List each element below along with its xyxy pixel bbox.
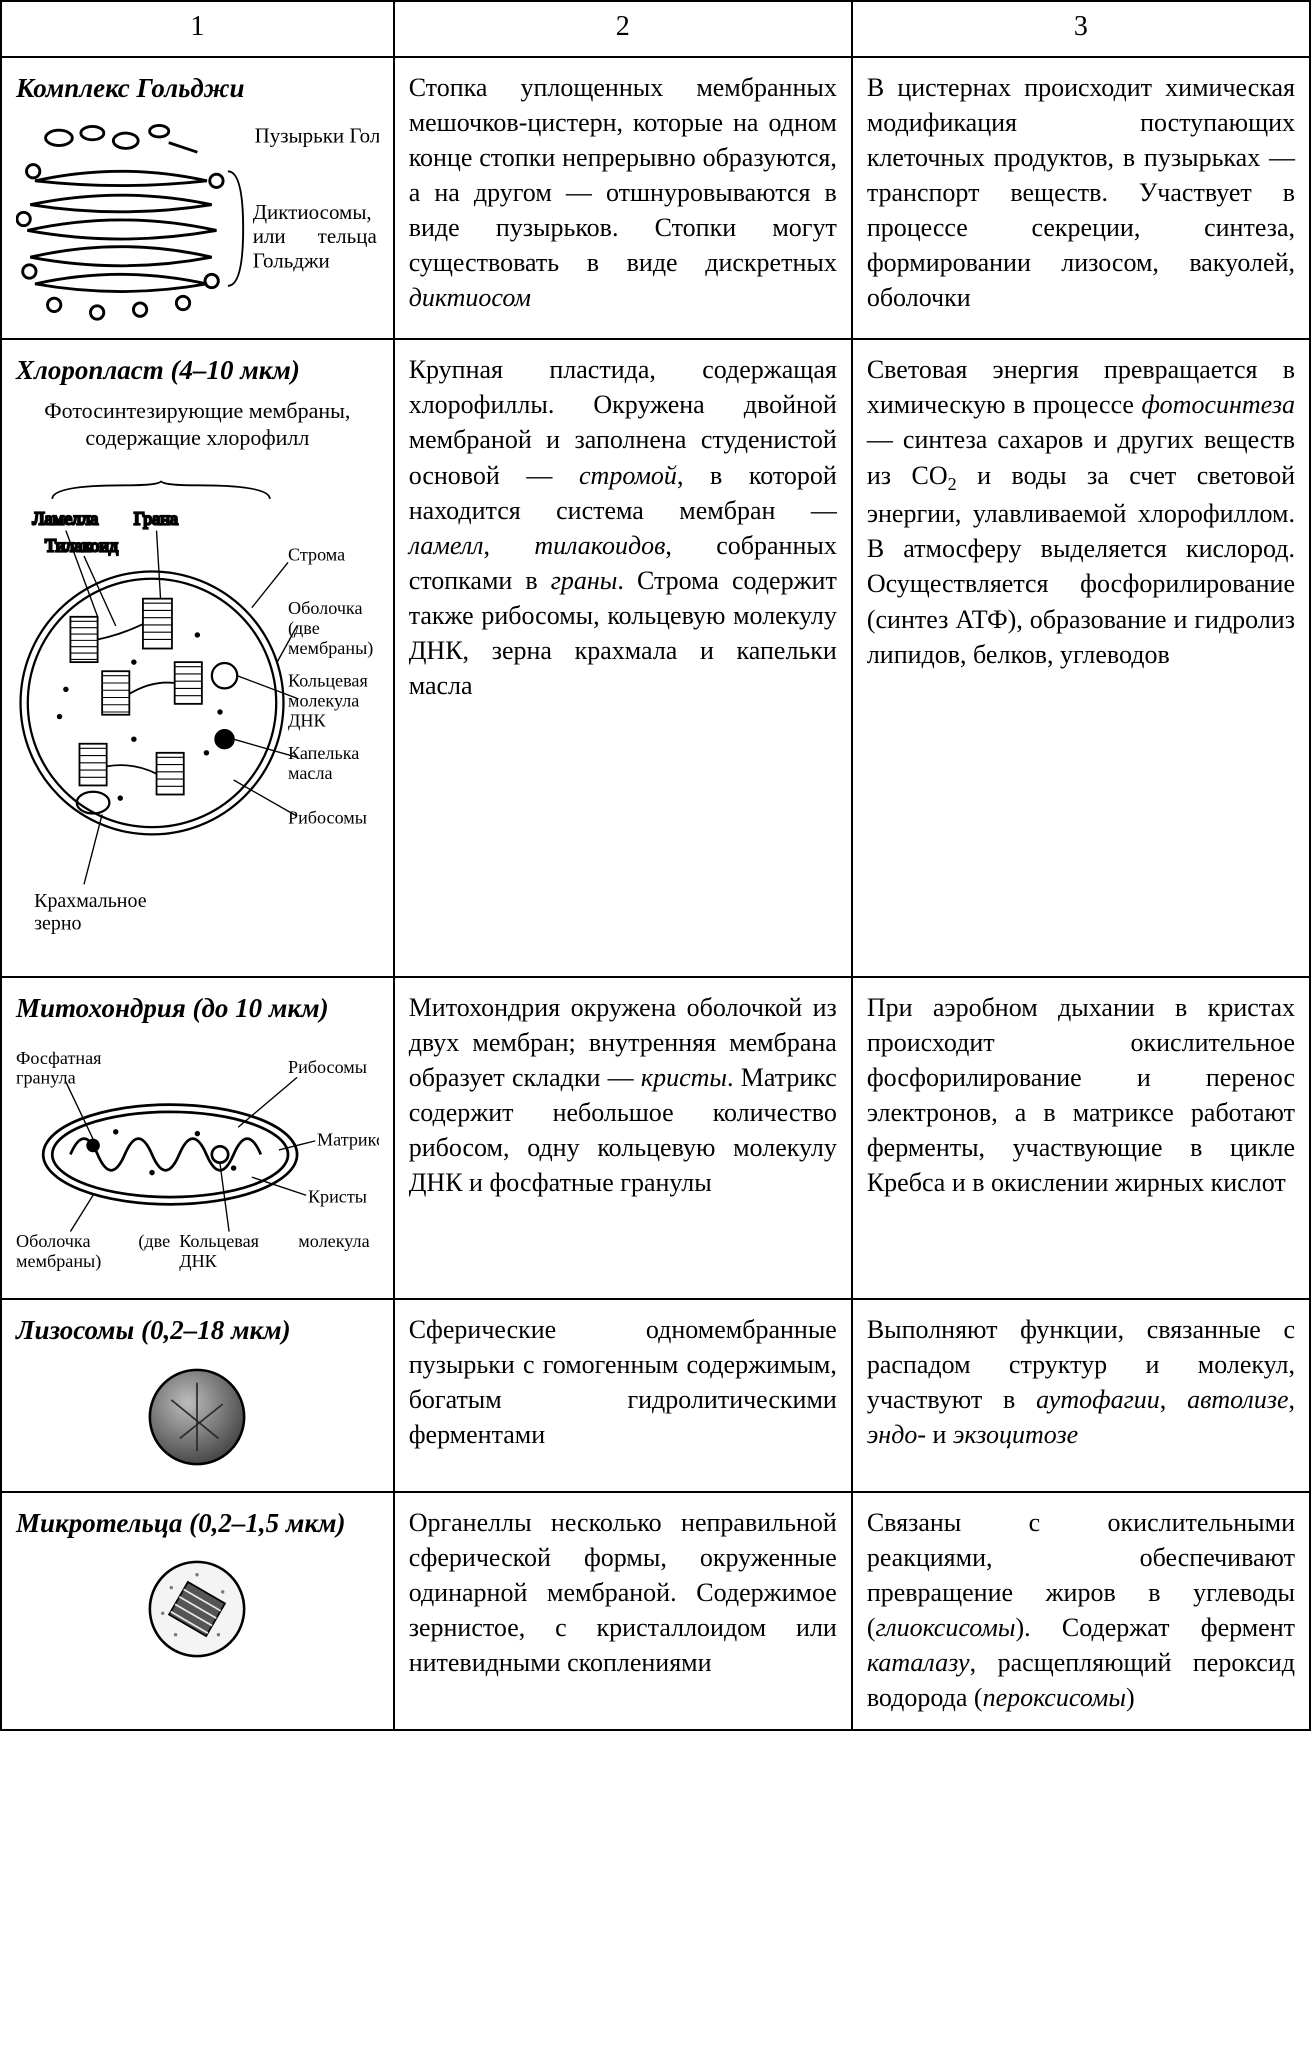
header-1: 1 <box>1 1 394 57</box>
label-mito-dna: Кольцевая молекула ДНК <box>179 1232 369 1272</box>
label-grana: Грана <box>134 508 178 528</box>
title-golgi: Комплекс Гольджи <box>16 70 379 106</box>
cell-chloroplast-structure: Крупная пластида, содержащая хлорофиллы.… <box>394 339 852 976</box>
subtitle-chloroplast: Фотосинтезирующие мембраны, содержащие х… <box>16 397 379 452</box>
label-ribosomes: Рибосомы <box>288 807 367 827</box>
label-matrix: Матрикс <box>317 1130 379 1150</box>
lysosome-diagram-icon <box>137 1357 257 1477</box>
label-oil: Капелька масла <box>288 743 379 783</box>
chloroplast-diagram-icon: Ламелла Грана Тилакоид <box>16 462 379 962</box>
row-chloroplast: Хлоропласт (4–10 мкм) Фотосинтезирующие … <box>1 339 1310 976</box>
row-golgi: Комплекс Гольджи <box>1 57 1310 339</box>
label-dna: Кольцевая молекула ДНК <box>288 671 379 731</box>
mitochondrion-diagram-icon: Фосфатная гранула Рибосомы Матрикс Крист… <box>16 1034 379 1284</box>
label-golgi-dictyosome: Диктиосомы, или тельца Гольджи <box>253 200 377 272</box>
label-golgi-vesicles: Пузырьки Гольджи <box>255 124 379 148</box>
label-mito-envelope: Оболочка (две мембраны) <box>16 1232 170 1272</box>
microbody-diagram-icon <box>137 1549 257 1669</box>
cell-lysosome-function: Выполняют функции, связанные с распадом … <box>852 1299 1310 1491</box>
label-envelope: Оболочка (две мембраны) <box>288 598 379 658</box>
cell-mito-function: При аэробном дыхании в кристах происходи… <box>852 977 1310 1299</box>
header-row: 1 2 3 <box>1 1 1310 57</box>
cell-chloroplast-function: Световая энергия превращается в химическ… <box>852 339 1310 976</box>
header-2: 2 <box>394 1 852 57</box>
cell-mito-structure: Митохондрия окружена оболочкой из двух м… <box>394 977 852 1299</box>
label-mito-ribosomes: Рибосомы <box>288 1057 367 1077</box>
cell-lysosome-diagram: Лизосомы (0,2–18 мкм) <box>1 1299 394 1491</box>
label-thylakoid: Тилакоид <box>45 535 118 555</box>
cell-lysosome-structure: Сферические одномембранные пузырьки с го… <box>394 1299 852 1491</box>
cell-mito-diagram: Митохондрия (до 10 мкм) <box>1 977 394 1299</box>
golgi-diagram-icon: Пузырьки Гольджи Диктиосомы, или тельца … <box>16 114 379 324</box>
cell-chloroplast-diagram: Хлоропласт (4–10 мкм) Фотосинтезирующие … <box>1 339 394 976</box>
title-chloroplast: Хлоропласт (4–10 мкм) <box>16 352 379 388</box>
cell-golgi-function: В цистернах происходит химическая модифи… <box>852 57 1310 339</box>
row-mitochondrion: Митохондрия (до 10 мкм) <box>1 977 1310 1299</box>
cell-golgi-diagram: Комплекс Гольджи <box>1 57 394 339</box>
cell-golgi-structure: Стопка уплощенных мембранных мешочков-ци… <box>394 57 852 339</box>
row-microbody: Микротельца (0,2–1,5 мкм) <box>1 1492 1310 1731</box>
header-3: 3 <box>852 1 1310 57</box>
label-lamella: Ламелла <box>32 508 98 528</box>
title-microbody: Микротельца (0,2–1,5 мкм) <box>16 1505 379 1541</box>
label-cristae: Кристы <box>308 1187 367 1207</box>
label-stroma: Строма <box>288 544 345 564</box>
title-lysosome: Лизосомы (0,2–18 мкм) <box>16 1312 379 1348</box>
label-starch: Крахмальное зерно <box>34 888 197 934</box>
cell-microbody-function: Связаны с окислительными реакциями, обес… <box>852 1492 1310 1731</box>
cell-microbody-diagram: Микротельца (0,2–1,5 мкм) <box>1 1492 394 1731</box>
row-lysosome: Лизосомы (0,2–18 мкм) <box>1 1299 1310 1491</box>
cell-microbody-structure: Органеллы несколько неправильной сфериче… <box>394 1492 852 1731</box>
title-mito: Митохондрия (до 10 мкм) <box>16 990 379 1026</box>
label-phosphate: Фосфатная гранула <box>16 1048 143 1088</box>
organelle-table: 1 2 3 Комплекс Гольджи <box>0 0 1311 1731</box>
